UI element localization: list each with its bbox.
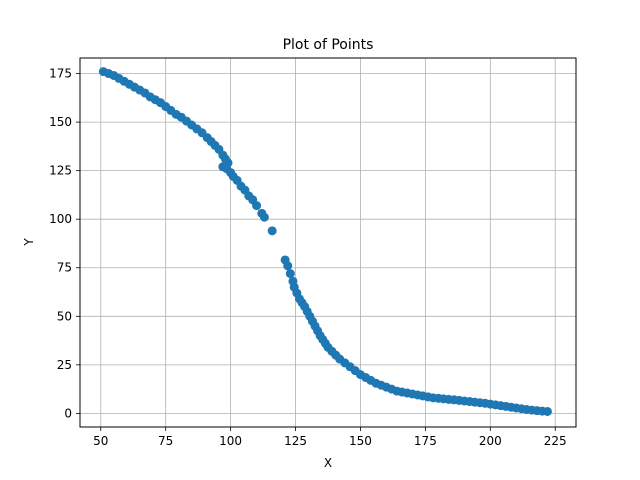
data-point (542, 406, 552, 416)
y-axis-label: Y (22, 238, 36, 247)
x-tick-label: 175 (414, 434, 437, 448)
data-point (267, 226, 277, 236)
x-tick-label: 50 (93, 434, 108, 448)
data-points (98, 67, 552, 416)
x-axis-label: X (324, 456, 332, 470)
x-tick-label: 100 (219, 434, 242, 448)
y-tick-label: 50 (57, 309, 72, 323)
y-tick-label: 175 (49, 67, 72, 81)
x-tick-label: 125 (284, 434, 307, 448)
x-tick-label: 75 (158, 434, 173, 448)
y-axis-ticks: 0 25 50 75 100 125 150 175 (49, 67, 80, 420)
x-tick-label: 200 (479, 434, 502, 448)
y-tick-label: 100 (49, 212, 72, 226)
data-point (252, 201, 262, 211)
y-tick-label: 25 (57, 358, 72, 372)
grid (80, 58, 576, 427)
y-tick-label: 0 (64, 406, 72, 420)
data-point (259, 212, 269, 222)
chart-title: Plot of Points (283, 37, 374, 53)
data-point (285, 269, 295, 279)
y-tick-label: 150 (49, 115, 72, 129)
y-tick-label: 75 (57, 261, 72, 275)
x-tick-label: 225 (544, 434, 567, 448)
x-tick-label: 150 (349, 434, 372, 448)
data-point (283, 261, 293, 271)
plot-frame (79, 57, 577, 428)
x-axis-ticks: 50 75 100 125 150 175 200 225 (93, 427, 567, 448)
y-tick-label: 125 (49, 164, 72, 178)
